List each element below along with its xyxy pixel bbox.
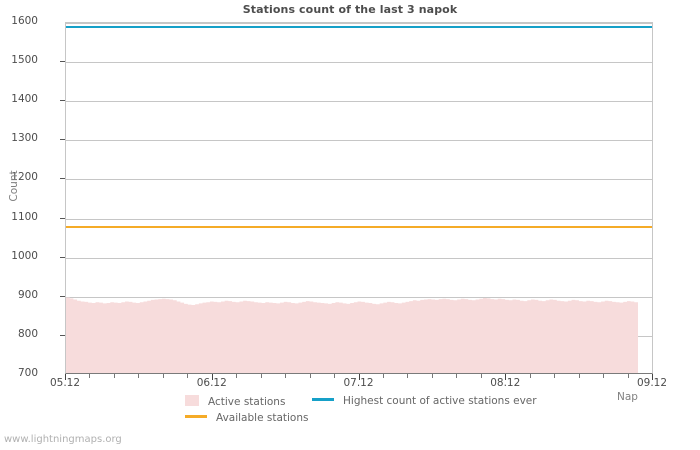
watermark: www.lightningmaps.org [4, 434, 122, 445]
x-tick-label: 07.12 [343, 377, 374, 389]
reference-line [66, 26, 652, 28]
y-tick-label: 800 [17, 327, 38, 340]
x-tick-minor-mark [138, 374, 139, 378]
legend-item[interactable]: Highest count of active stations ever [312, 395, 537, 407]
x-tick-minor-mark [285, 374, 286, 378]
x-tick-label: 06.12 [196, 377, 227, 389]
x-tick-minor-mark [187, 374, 188, 378]
x-tick-minor-mark [383, 374, 384, 378]
x-tick-minor-mark [579, 374, 580, 378]
y-axis-label: Count [8, 170, 20, 202]
plot-area [65, 22, 653, 374]
gridline [66, 101, 652, 102]
x-tick-label: 09.12 [636, 377, 668, 389]
x-tick-minor-mark [114, 374, 115, 378]
x-tick-mark [65, 374, 66, 380]
y-tick-label: 700 [17, 367, 38, 379]
legend-item[interactable]: Available stations [185, 412, 308, 424]
x-axis-label: Nap [617, 391, 638, 403]
legend-line-icon [312, 398, 334, 401]
x-tick-mark [359, 374, 360, 380]
x-tick-minor-mark [334, 374, 335, 378]
y-tick-label: 1200 [11, 171, 38, 184]
legend-label: Highest count of active stations ever [343, 395, 537, 407]
y-tick-mark [60, 218, 65, 219]
legend-label: Available stations [216, 412, 309, 424]
gridline [66, 219, 652, 220]
chart-title: Stations count of the last 3 napok [242, 3, 458, 16]
x-tick-minor-mark [530, 374, 531, 378]
x-tick-minor-mark [603, 374, 604, 378]
active-stations-area [66, 297, 638, 373]
gridline [66, 179, 652, 180]
x-tick-minor-mark [261, 374, 262, 378]
x-tick-label: 05.12 [49, 377, 81, 389]
x-tick-mark [505, 374, 506, 380]
gridline [66, 62, 652, 63]
gridline [66, 258, 652, 259]
x-tick-mark [212, 374, 213, 380]
gridline [66, 297, 652, 298]
legend-item[interactable]: Active stations [185, 395, 285, 408]
y-tick-mark [60, 178, 65, 179]
gridline [66, 23, 652, 24]
x-tick-minor-mark [407, 374, 408, 378]
y-tick-mark [60, 100, 65, 101]
y-tick-label: 1100 [11, 210, 38, 223]
y-tick-label: 1300 [11, 132, 38, 145]
y-tick-mark [60, 139, 65, 140]
y-tick-label: 1600 [11, 15, 38, 27]
x-tick-mark [652, 374, 653, 380]
legend-line-icon [185, 415, 207, 418]
x-tick-minor-mark [554, 374, 555, 378]
x-tick-minor-mark [89, 374, 90, 378]
x-tick-minor-mark [236, 374, 237, 378]
y-tick-label: 1400 [11, 93, 38, 106]
y-tick-mark [60, 335, 65, 336]
x-tick-minor-mark [481, 374, 482, 378]
legend-label: Active stations [208, 396, 286, 408]
y-tick-mark [60, 296, 65, 297]
y-tick-label: 1500 [11, 54, 38, 67]
x-tick-label: 08.12 [490, 377, 521, 389]
x-tick-minor-mark [163, 374, 164, 378]
chart-legend: Active stations Available stations Highest… [0, 393, 700, 433]
y-tick-mark [60, 61, 65, 62]
x-tick-minor-mark [310, 374, 311, 378]
x-tick-minor-mark [432, 374, 433, 378]
legend-swatch-icon [185, 395, 199, 406]
gridline [66, 140, 652, 141]
x-tick-minor-mark [628, 374, 629, 378]
x-tick-minor-mark [456, 374, 457, 378]
y-tick-label: 900 [17, 288, 38, 301]
y-tick-mark [60, 257, 65, 258]
reference-line [66, 226, 652, 228]
y-tick-label: 1000 [11, 249, 38, 262]
